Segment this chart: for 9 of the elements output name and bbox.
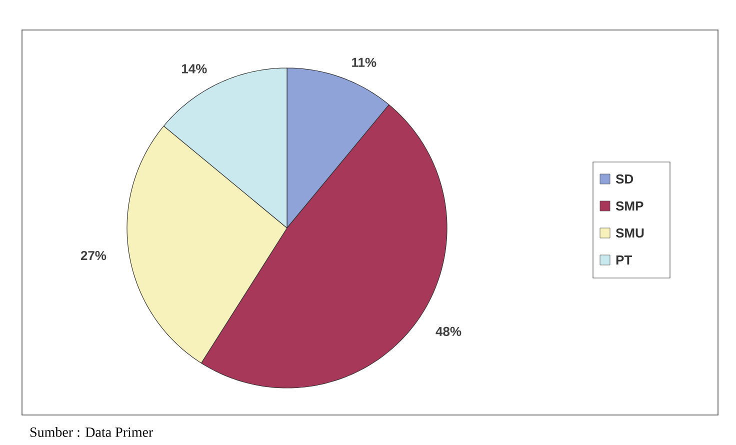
data-label: 14% — [182, 64, 207, 74]
legend-label: SD — [616, 174, 634, 184]
data-label: 11% — [352, 58, 376, 67]
data-label: 27% — [80, 250, 106, 260]
legend-label: PT — [616, 256, 632, 264]
text: Sumber : Data Primer — [30, 427, 154, 437]
legend-label: SMU — [616, 228, 644, 238]
legend-label: SMP — [616, 201, 644, 211]
data-label: 48% — [436, 326, 462, 336]
